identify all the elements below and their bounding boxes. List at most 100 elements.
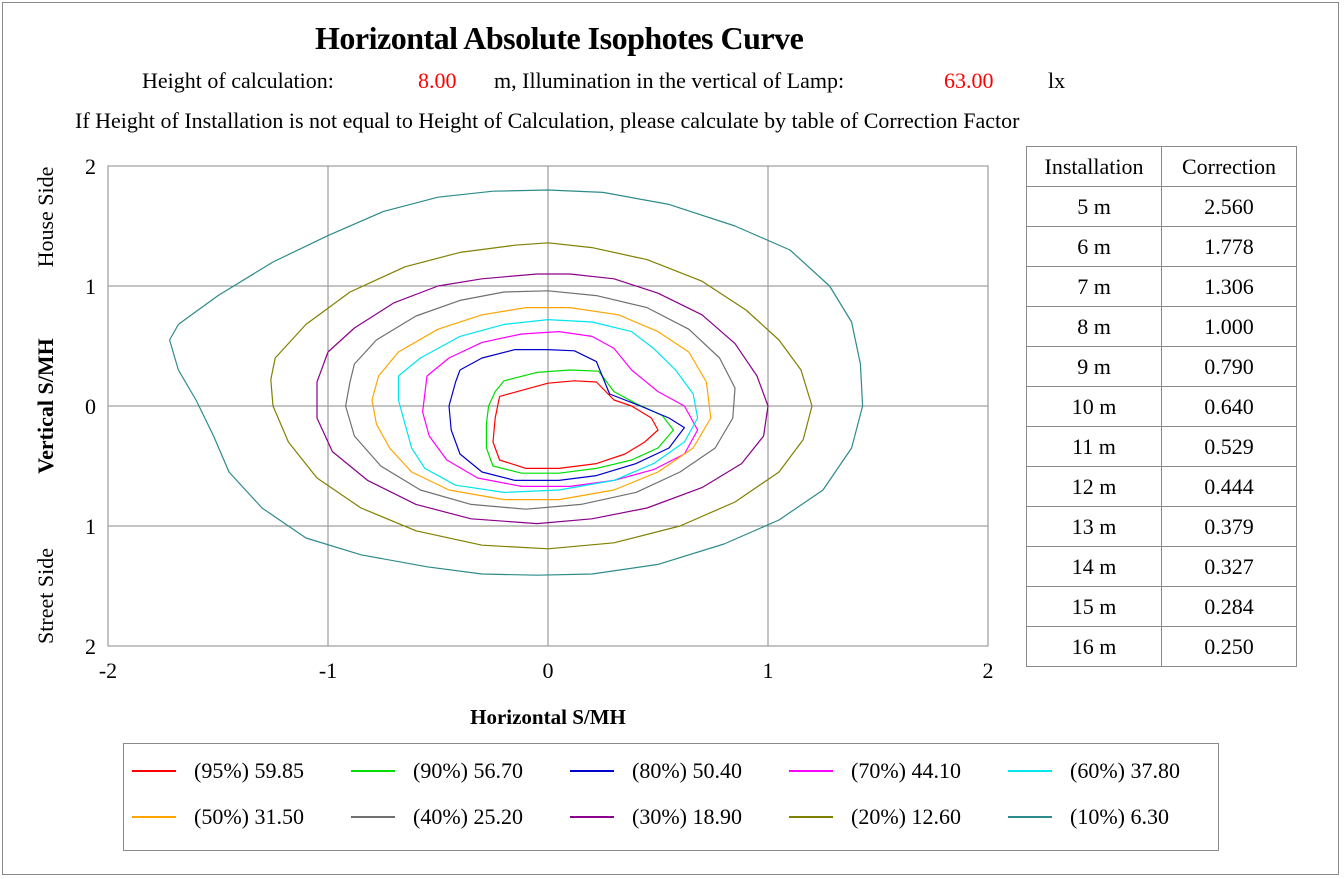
isophote-line-4 bbox=[422, 331, 699, 487]
isophote-line-9 bbox=[270, 242, 813, 550]
x-axis-label: Horizontal S/MH bbox=[470, 705, 626, 729]
header-installation: Installation bbox=[1026, 146, 1162, 187]
legend-swatch bbox=[570, 770, 614, 772]
legend-label: (50%) 31.50 bbox=[194, 804, 304, 829]
correction-value: 0.327 bbox=[1161, 546, 1297, 587]
table-row: 7 m 1.306 bbox=[1026, 266, 1297, 307]
legend-item: (90%) 56.70 bbox=[351, 758, 523, 784]
correction-value: 0.529 bbox=[1161, 426, 1297, 467]
legend-item: (40%) 25.20 bbox=[351, 804, 523, 830]
legend-item: (10%) 6.30 bbox=[1008, 804, 1169, 830]
installation-height: 15 m bbox=[1026, 586, 1162, 627]
table-row: 9 m 0.790 bbox=[1026, 346, 1297, 387]
legend-item: (50%) 31.50 bbox=[132, 804, 304, 830]
legend-item: (80%) 50.40 bbox=[570, 758, 742, 784]
table-row: 16 m 0.250 bbox=[1026, 626, 1297, 667]
isophote-line-2 bbox=[485, 369, 674, 474]
legend-swatch bbox=[1008, 816, 1052, 818]
correction-value: 1.778 bbox=[1161, 226, 1297, 267]
correction-value: 0.284 bbox=[1161, 586, 1297, 627]
installation-height: 13 m bbox=[1026, 506, 1162, 547]
x-tick-label: 1 bbox=[763, 658, 774, 683]
legend-label: (95%) 59.85 bbox=[194, 758, 304, 783]
installation-height: 9 m bbox=[1026, 346, 1162, 387]
y-tick-label: 2 bbox=[85, 154, 96, 179]
legend-swatch bbox=[789, 816, 833, 818]
installation-height: 11 m bbox=[1026, 426, 1162, 467]
y-tick-label: 1 bbox=[85, 514, 96, 539]
correction-value: 1.306 bbox=[1161, 266, 1297, 307]
y-tick-label: 0 bbox=[85, 394, 96, 419]
legend-item: (60%) 37.80 bbox=[1008, 758, 1180, 784]
table-row: 11 m 0.529 bbox=[1026, 426, 1297, 467]
table-row: 8 m 1.000 bbox=[1026, 306, 1297, 347]
correction-value: 2.560 bbox=[1161, 186, 1297, 227]
legend-swatch bbox=[351, 770, 395, 772]
legend-swatch bbox=[132, 770, 176, 772]
legend-item: (95%) 59.85 bbox=[132, 758, 304, 784]
isophote-line-7 bbox=[345, 290, 736, 510]
installation-height: 8 m bbox=[1026, 306, 1162, 347]
correction-value: 1.000 bbox=[1161, 306, 1297, 347]
table-header-row: Installation Correction bbox=[1026, 146, 1297, 187]
isophote-line-10 bbox=[169, 189, 864, 576]
y-tick-label: 1 bbox=[85, 274, 96, 299]
installation-height: 14 m bbox=[1026, 546, 1162, 587]
isophote-line-8 bbox=[316, 273, 769, 525]
isophote-line-3 bbox=[448, 349, 685, 481]
correction-value: 0.250 bbox=[1161, 626, 1297, 667]
installation-height: 7 m bbox=[1026, 266, 1162, 307]
installation-height: 5 m bbox=[1026, 186, 1162, 227]
x-tick-label: 0 bbox=[543, 658, 554, 683]
legend-label: (40%) 25.20 bbox=[413, 804, 523, 829]
header-correction: Correction bbox=[1161, 146, 1297, 187]
table-row: 6 m 1.778 bbox=[1026, 226, 1297, 267]
legend-label: (70%) 44.10 bbox=[851, 758, 961, 783]
chart-title: Horizontal Absolute Isophotes Curve bbox=[315, 20, 804, 56]
table-row: 13 m 0.379 bbox=[1026, 506, 1297, 547]
installation-height: 12 m bbox=[1026, 466, 1162, 507]
legend-label: (30%) 18.90 bbox=[632, 804, 742, 829]
legend-swatch bbox=[351, 816, 395, 818]
legend-item: (30%) 18.90 bbox=[570, 804, 742, 830]
correction-factor-table: Installation Correction 5 m 2.560 6 m 1.778… bbox=[1026, 146, 1297, 667]
table-row: 12 m 0.444 bbox=[1026, 466, 1297, 507]
table-row: 5 m 2.560 bbox=[1026, 186, 1297, 227]
correction-value: 0.640 bbox=[1161, 386, 1297, 427]
installation-height: 6 m bbox=[1026, 226, 1162, 267]
subtitle-correction-note: If Height of Installation is not equal t… bbox=[75, 108, 1020, 133]
subtitle-lux-value: 63.00 bbox=[944, 68, 994, 93]
y-axis-label: Vertical S/MH bbox=[33, 338, 58, 473]
isophote-line-6 bbox=[371, 307, 712, 501]
correction-value: 0.444 bbox=[1161, 466, 1297, 507]
x-tick-label: -1 bbox=[319, 658, 337, 683]
correction-value: 0.790 bbox=[1161, 346, 1297, 387]
table-row: 10 m 0.640 bbox=[1026, 386, 1297, 427]
legend-label: (90%) 56.70 bbox=[413, 758, 523, 783]
legend-swatch bbox=[570, 816, 614, 818]
chart-legend: (95%) 59.85 (90%) 56.70 (80%) 50.40 (70%) 4… bbox=[123, 743, 1219, 851]
installation-height: 10 m bbox=[1026, 386, 1162, 427]
legend-swatch bbox=[789, 770, 833, 772]
legend-label: (20%) 12.60 bbox=[851, 804, 961, 829]
subtitle-height-value: 8.00 bbox=[418, 68, 457, 93]
subtitle-height-label: Height of calculation: bbox=[142, 68, 334, 93]
legend-item: (20%) 12.60 bbox=[789, 804, 961, 830]
correction-value: 0.379 bbox=[1161, 506, 1297, 547]
legend-label: (60%) 37.80 bbox=[1070, 758, 1180, 783]
legend-item: (70%) 44.10 bbox=[789, 758, 961, 784]
subtitle-lamp-label: m, Illumination in the vertical of Lamp: bbox=[494, 68, 845, 93]
subtitle-lux-unit: lx bbox=[1048, 68, 1066, 93]
table-row: 14 m 0.327 bbox=[1026, 546, 1297, 587]
legend-label: (80%) 50.40 bbox=[632, 758, 742, 783]
legend-swatch bbox=[132, 816, 176, 818]
legend-swatch bbox=[1008, 770, 1052, 772]
y-tick-label: 2 bbox=[85, 634, 96, 659]
installation-height: 16 m bbox=[1026, 626, 1162, 667]
table-row: 15 m 0.284 bbox=[1026, 586, 1297, 627]
isophote-line-1 bbox=[492, 380, 659, 469]
legend-label: (10%) 6.30 bbox=[1070, 804, 1169, 829]
isophote-line-5 bbox=[397, 319, 699, 493]
